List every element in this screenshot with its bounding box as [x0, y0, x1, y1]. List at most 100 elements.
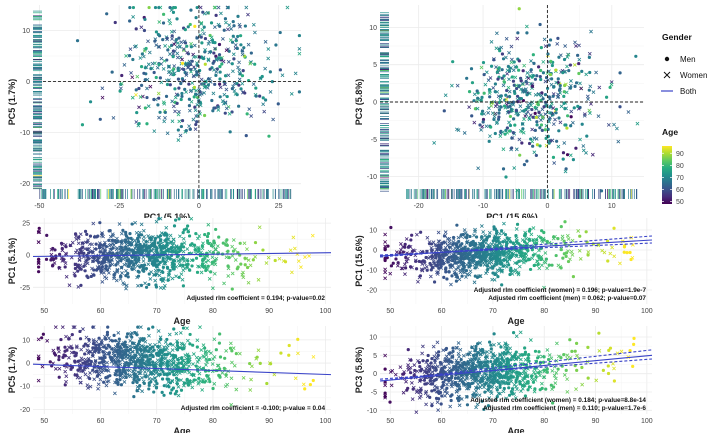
data-point-women — [558, 91, 563, 95]
chart-panel-1: -50 -25 0 25 -20 -10 0 10 PC1 (5.1%) PC5 (1.7%) — [7, 5, 302, 222]
data-point-women — [567, 85, 572, 90]
data-point-women — [499, 45, 504, 50]
data-point-men — [517, 7, 521, 11]
x-tick-label: 60 — [438, 418, 446, 425]
data-point-women — [251, 82, 256, 86]
data-point-men — [152, 97, 156, 102]
data-point-men — [113, 339, 118, 343]
data-point-men — [57, 358, 61, 362]
data-point-men — [554, 107, 559, 111]
data-point-men — [225, 94, 229, 99]
y-axis-title: PC5 (1.7%) — [7, 347, 17, 394]
data-point-women — [189, 258, 194, 263]
data-point-men — [419, 260, 423, 264]
data-point-men — [189, 8, 193, 12]
data-point-women — [207, 76, 212, 81]
data-point-women — [157, 115, 161, 120]
data-point-men — [158, 244, 162, 248]
data-point-women — [536, 92, 541, 97]
data-point-men — [481, 244, 485, 249]
data-point-women — [199, 20, 204, 25]
data-point-women — [162, 59, 167, 63]
data-point-women — [591, 90, 596, 95]
data-point-men — [432, 280, 437, 284]
data-point-women — [164, 225, 169, 230]
data-point-men — [178, 248, 182, 252]
data-point-women — [241, 90, 246, 94]
data-point-men — [180, 91, 184, 96]
data-point-men — [632, 342, 636, 346]
data-point-men — [219, 56, 223, 60]
data-point-men — [237, 83, 241, 87]
data-point-men — [59, 337, 63, 342]
data-point-women — [253, 254, 258, 259]
data-point-men — [454, 255, 458, 260]
data-point-men — [251, 258, 255, 262]
data-point-men — [562, 101, 566, 105]
data-point-men — [528, 267, 533, 272]
data-point-men — [631, 364, 635, 368]
data-point-men — [133, 330, 137, 335]
data-point-women — [240, 52, 245, 57]
data-point-men — [442, 240, 446, 244]
data-point-women — [192, 43, 197, 48]
data-point-men — [481, 60, 486, 65]
data-point-men — [274, 43, 278, 47]
data-point-men — [161, 38, 165, 42]
data-point-men — [634, 54, 638, 58]
data-point-men — [180, 94, 184, 99]
data-point-men — [134, 27, 138, 31]
data-point-men — [37, 226, 41, 230]
data-point-men — [158, 260, 162, 264]
data-point-men — [127, 262, 132, 266]
data-point-men — [154, 386, 159, 390]
data-point-women — [166, 277, 171, 281]
data-point-men — [563, 220, 567, 224]
data-point-women — [231, 52, 236, 57]
data-point-women — [187, 124, 191, 129]
data-point-men — [409, 238, 413, 242]
data-point-men — [163, 353, 167, 357]
data-point-women — [199, 77, 204, 82]
data-point-women — [222, 82, 227, 86]
data-point-women — [197, 87, 202, 92]
data-point-men — [154, 30, 159, 34]
data-point-men — [389, 225, 393, 230]
data-point-men — [164, 94, 169, 98]
data-point-women — [202, 90, 207, 95]
data-point-men — [86, 256, 90, 260]
data-point-women — [237, 68, 242, 73]
data-point-men — [461, 232, 465, 237]
data-point-men — [73, 232, 78, 236]
data-point-women — [527, 116, 531, 120]
data-point-women — [530, 127, 535, 132]
data-point-men — [528, 227, 532, 231]
data-point-women — [131, 14, 136, 19]
data-point-men — [145, 95, 149, 100]
data-point-men — [539, 77, 543, 82]
data-point-women — [577, 43, 581, 48]
data-point-men — [482, 91, 486, 95]
data-point-men — [287, 343, 291, 348]
x-tick-label: 50 — [40, 308, 48, 315]
data-point-women — [513, 64, 518, 69]
data-point-women — [248, 61, 253, 66]
data-point-women — [573, 40, 577, 45]
data-point-women — [166, 237, 171, 242]
data-point-women — [493, 111, 498, 116]
data-point-men — [297, 33, 302, 38]
data-point-men — [136, 258, 141, 262]
data-point-men — [273, 258, 277, 263]
data-point-men — [57, 375, 61, 379]
data-point-men — [109, 247, 113, 251]
data-point-men — [501, 264, 506, 268]
data-point-women — [179, 272, 184, 277]
data-point-men — [488, 340, 492, 344]
data-point-men — [517, 96, 522, 100]
data-point-women — [237, 22, 242, 27]
data-point-women — [572, 62, 577, 67]
data-point-men — [203, 36, 208, 41]
data-point-men — [62, 353, 66, 357]
data-point-men — [278, 68, 282, 72]
data-point-men — [170, 34, 174, 38]
